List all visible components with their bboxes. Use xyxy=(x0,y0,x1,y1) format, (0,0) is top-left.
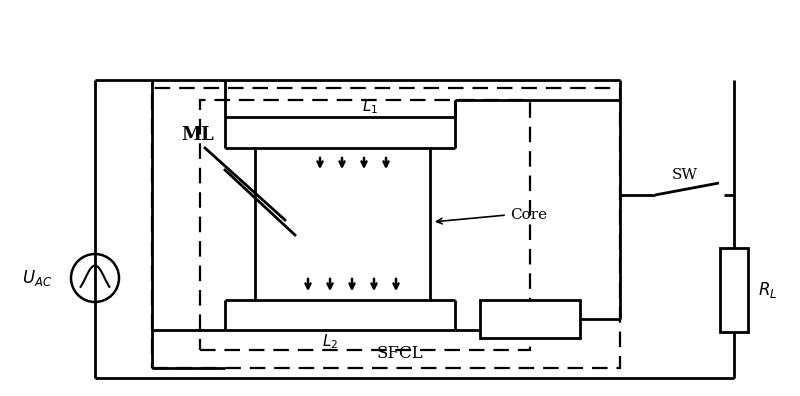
Text: $L_1$: $L_1$ xyxy=(362,98,378,116)
Bar xyxy=(255,148,430,300)
Bar xyxy=(152,88,620,368)
Bar xyxy=(720,248,748,332)
Text: $U_{AC}$: $U_{AC}$ xyxy=(22,268,52,288)
Bar xyxy=(200,100,530,350)
Text: Core: Core xyxy=(510,208,547,222)
Text: $L_2$: $L_2$ xyxy=(322,333,338,351)
Bar xyxy=(480,300,580,338)
Text: $R_L$: $R_L$ xyxy=(758,280,778,300)
Text: SFCL: SFCL xyxy=(377,345,423,362)
Text: SW: SW xyxy=(672,168,698,182)
Text: ML: ML xyxy=(182,126,214,144)
